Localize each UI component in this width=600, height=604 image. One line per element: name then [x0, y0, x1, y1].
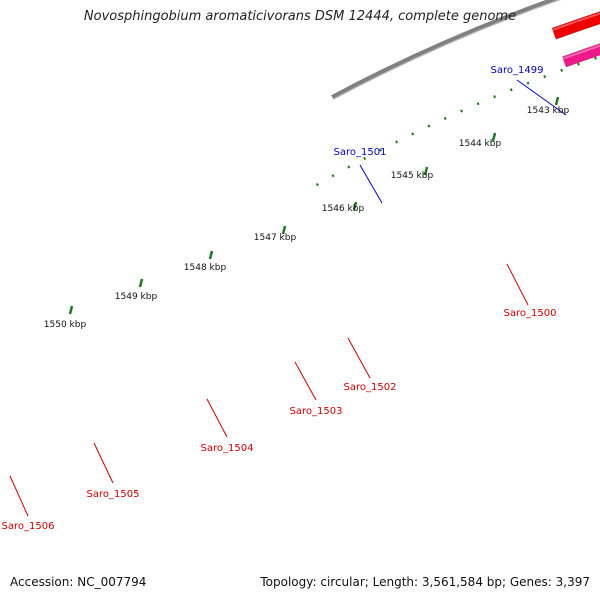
gene-label: Saro_1502 — [344, 382, 397, 393]
kbp-tick-mark — [556, 97, 558, 105]
gene-callout-line — [10, 476, 28, 516]
gene-label: Saro_1505 — [87, 489, 140, 500]
gene-label: Saro_1504 — [201, 443, 254, 454]
genome-summary-text: Topology: circular; Length: 3,561,584 bp… — [260, 575, 590, 589]
accession-text: Accession: NC_007794 — [10, 575, 146, 589]
gene-callout-line — [295, 362, 316, 400]
kbp-tick-label: 1550 kbp — [44, 320, 87, 330]
kbp-tick-label: 1547 kbp — [254, 233, 297, 243]
kbp-tick-mark — [210, 251, 212, 259]
gene-label: Saro_1499 — [491, 65, 544, 76]
genome-title: Novosphingobium aromaticivorans DSM 1244… — [0, 9, 600, 24]
gene-label: Saro_1506 — [2, 521, 55, 532]
gene-callout-line — [348, 338, 370, 378]
gene-callout-line — [207, 399, 227, 437]
kbp-tick-label: 1544 kbp — [459, 139, 502, 149]
kbp-tick-label: 1549 kbp — [115, 292, 158, 302]
kbp-tick-label: 1545 kbp — [391, 171, 434, 181]
gene-callout-line — [507, 264, 528, 305]
gene-callout-line — [94, 443, 113, 483]
kbp-tick-label: 1548 kbp — [184, 263, 227, 273]
kbp-tick-mark — [70, 306, 72, 314]
gene-label: Saro_1500 — [504, 308, 557, 319]
kbp-tick-label: 1543 kbp — [527, 106, 570, 116]
kbp-tick-mark — [140, 279, 142, 287]
gene-label: Saro_1503 — [290, 406, 343, 417]
kbp-tick-label: 1546 kbp — [322, 204, 365, 214]
gene-label: Saro_1501 — [334, 147, 387, 158]
gene-callout-line — [360, 165, 382, 203]
